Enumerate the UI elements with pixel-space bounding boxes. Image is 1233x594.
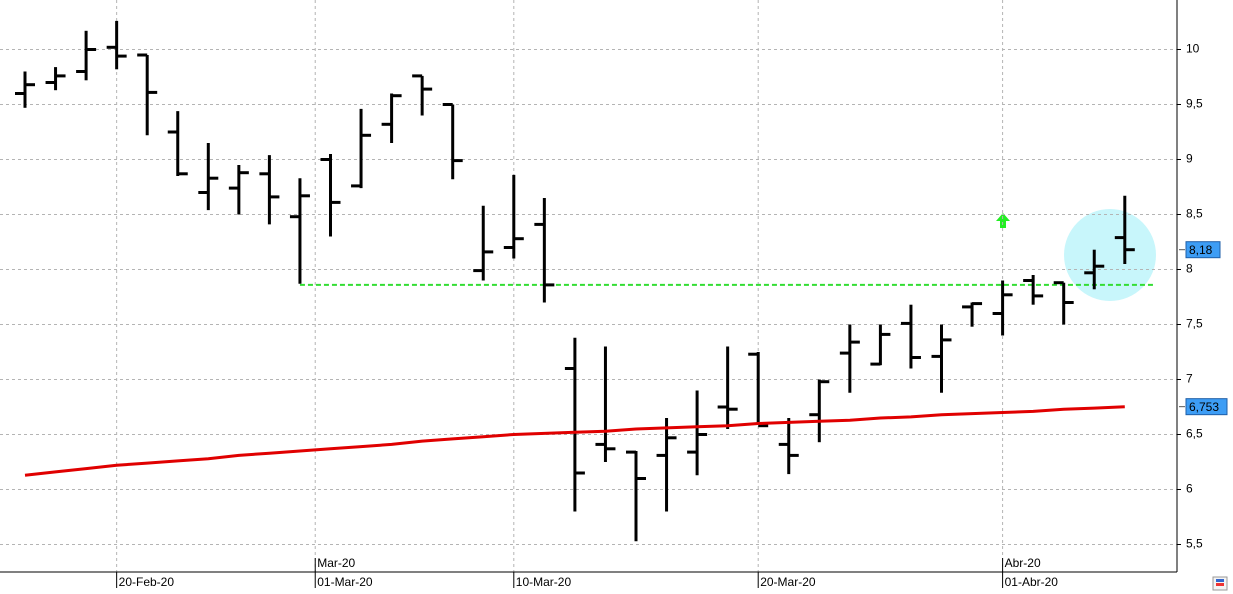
y-tick-label: 8,5 bbox=[1186, 207, 1203, 221]
x-tick-label: 01-Abr-20 bbox=[1005, 575, 1059, 589]
y-tick-label: 10 bbox=[1186, 42, 1200, 56]
buy-arrow bbox=[996, 213, 1010, 228]
corner-icon bbox=[1212, 576, 1228, 591]
y-tick-label: 5,5 bbox=[1186, 537, 1203, 551]
y-tick-label: 7 bbox=[1186, 372, 1193, 386]
price-box bbox=[1185, 398, 1228, 416]
y-tick-label: 6 bbox=[1186, 482, 1193, 496]
moving-average bbox=[24, 405, 1125, 477]
y-tick-label: 9,5 bbox=[1186, 97, 1203, 111]
highlight-circle bbox=[1064, 209, 1156, 301]
x-tick-label: 20-Feb-20 bbox=[119, 575, 175, 589]
x-tick-label: 20-Mar-20 bbox=[760, 575, 816, 589]
price-label: 6,753 bbox=[1189, 400, 1219, 414]
y-tick-label: 8 bbox=[1186, 262, 1193, 276]
y-tick-label: 7,5 bbox=[1186, 317, 1203, 331]
x-tick-label: 01-Mar-20 bbox=[317, 575, 373, 589]
month-label: Abr-20 bbox=[1005, 556, 1041, 570]
x-tick-label: 10-Mar-20 bbox=[516, 575, 572, 589]
y-tick-label: 6,5 bbox=[1186, 427, 1203, 441]
month-label: Mar-20 bbox=[317, 556, 355, 570]
price-box bbox=[1185, 241, 1221, 259]
y-tick-label: 9 bbox=[1186, 152, 1193, 166]
price-label: 8,18 bbox=[1189, 243, 1213, 257]
